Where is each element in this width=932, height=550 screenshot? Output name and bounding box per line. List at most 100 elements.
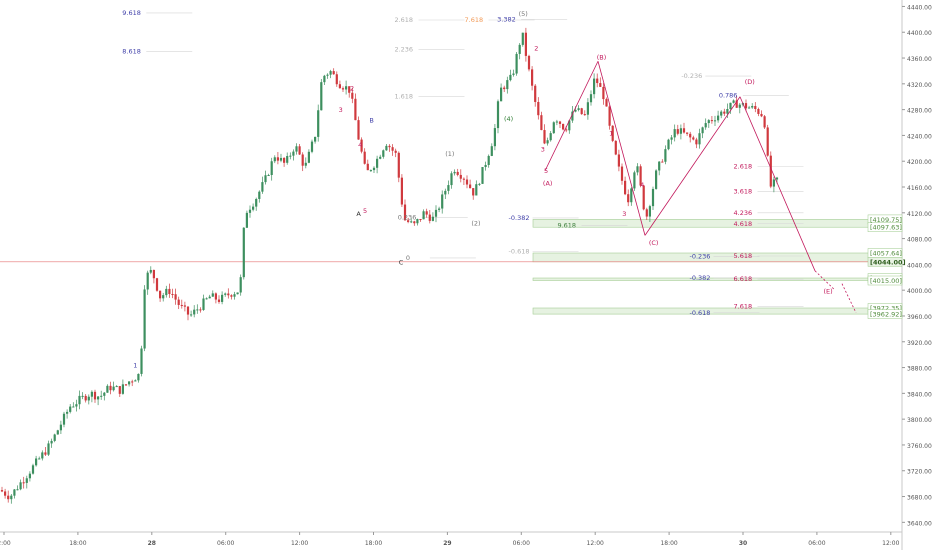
time-tick-label: 18:00 — [660, 540, 677, 547]
target-zone — [532, 219, 903, 228]
candle-body — [670, 137, 673, 140]
candle-body — [118, 386, 121, 394]
fib-label: 1.618 — [394, 93, 413, 101]
candle-body — [447, 185, 450, 191]
candle-body — [230, 295, 233, 297]
candle-body — [658, 161, 661, 171]
candle-body — [152, 269, 155, 279]
candle-body — [462, 178, 465, 180]
candle-body — [112, 386, 115, 391]
fib-label: 2.618 — [734, 162, 753, 170]
time-tick-label: 12:00 — [291, 540, 308, 547]
candle-body — [335, 74, 338, 85]
candle-body — [174, 294, 177, 300]
candle-body — [292, 151, 295, 156]
candle-body — [171, 293, 174, 295]
candle-body — [7, 495, 10, 500]
time-tick-label: 18:00 — [69, 540, 86, 547]
projection-line — [841, 283, 857, 313]
candle-body — [496, 101, 500, 129]
wave-label: (2) — [471, 220, 480, 228]
candle-body — [630, 188, 633, 203]
price-tick-label: 3720.00 — [907, 469, 932, 476]
fib-label: -0.618 — [689, 309, 710, 317]
candle-body — [562, 123, 565, 130]
price-tick-label: 4240.00 — [907, 133, 932, 140]
fib-label: -0.618 — [509, 247, 530, 255]
candle-body — [236, 292, 239, 295]
candle-body — [115, 386, 118, 388]
candle-body — [168, 288, 171, 294]
candle-body — [283, 157, 286, 163]
candle-body — [720, 111, 723, 116]
price-tag-label: [4097.63] — [870, 224, 902, 232]
candle-body — [252, 206, 255, 210]
candle-body — [286, 156, 289, 163]
candle-body — [546, 140, 549, 144]
candle-body — [713, 120, 717, 122]
candle-body — [354, 98, 357, 121]
candle-body — [692, 137, 695, 140]
candle-body — [413, 221, 416, 224]
candle-body — [242, 227, 245, 278]
candle-body — [245, 212, 248, 228]
candle-body — [84, 395, 87, 401]
price-tick-label: 4400.00 — [907, 30, 932, 37]
candle-body — [221, 294, 224, 302]
candle-body — [614, 140, 617, 155]
candle-body — [403, 204, 407, 221]
candle-body — [419, 218, 422, 220]
candle-body — [124, 384, 128, 386]
candle-body — [66, 411, 69, 414]
candle-body — [385, 145, 388, 151]
candle-body — [490, 146, 493, 156]
candle-body — [596, 78, 599, 84]
candle-body — [558, 121, 562, 124]
price-tick-label: 3680.00 — [907, 495, 932, 502]
candle-body — [593, 78, 596, 95]
wave-label: (5) — [519, 10, 528, 18]
fib-label: 5.618 — [734, 252, 753, 260]
candle-body — [310, 141, 314, 152]
candle-body — [500, 87, 503, 102]
candle-body — [47, 443, 50, 455]
candle-body — [605, 99, 608, 107]
candle-body — [729, 102, 732, 109]
candle-body — [453, 171, 456, 174]
candle-body — [760, 113, 763, 117]
candle-body — [655, 170, 658, 189]
candle-body — [757, 109, 760, 114]
candle-body — [509, 74, 512, 81]
candle-body — [673, 129, 676, 138]
wave-label: (D) — [745, 78, 755, 86]
price-tick-label: 4320.00 — [907, 82, 932, 89]
time-tick-label: 18:00 — [365, 540, 382, 547]
fib-label: 4.236 — [734, 209, 753, 217]
candle-body — [159, 290, 162, 299]
wave-label: (1) — [445, 150, 454, 158]
candle-body — [351, 92, 354, 99]
price-tag-label: [4015.00] — [870, 277, 902, 285]
candle-body — [382, 150, 385, 157]
fib-label: 6.618 — [734, 275, 753, 283]
candle-body — [710, 120, 713, 122]
candle-body — [676, 129, 679, 134]
candle-body — [620, 166, 624, 181]
candle-body — [651, 188, 655, 207]
candle-body — [146, 272, 149, 290]
candle-body — [775, 177, 779, 180]
candle-body — [549, 133, 552, 141]
candle-body — [583, 114, 586, 116]
wave-label: (4) — [504, 115, 513, 123]
candle-body — [190, 314, 193, 316]
candle-body — [540, 115, 543, 131]
candle-body — [465, 179, 469, 185]
candle-body — [617, 154, 620, 167]
candle-body — [642, 185, 645, 210]
wave-label: 3 — [339, 106, 343, 114]
candle-body — [72, 406, 75, 408]
fib-label: 4.618 — [734, 220, 753, 228]
candle-body — [4, 491, 7, 496]
candle-body — [121, 384, 124, 394]
